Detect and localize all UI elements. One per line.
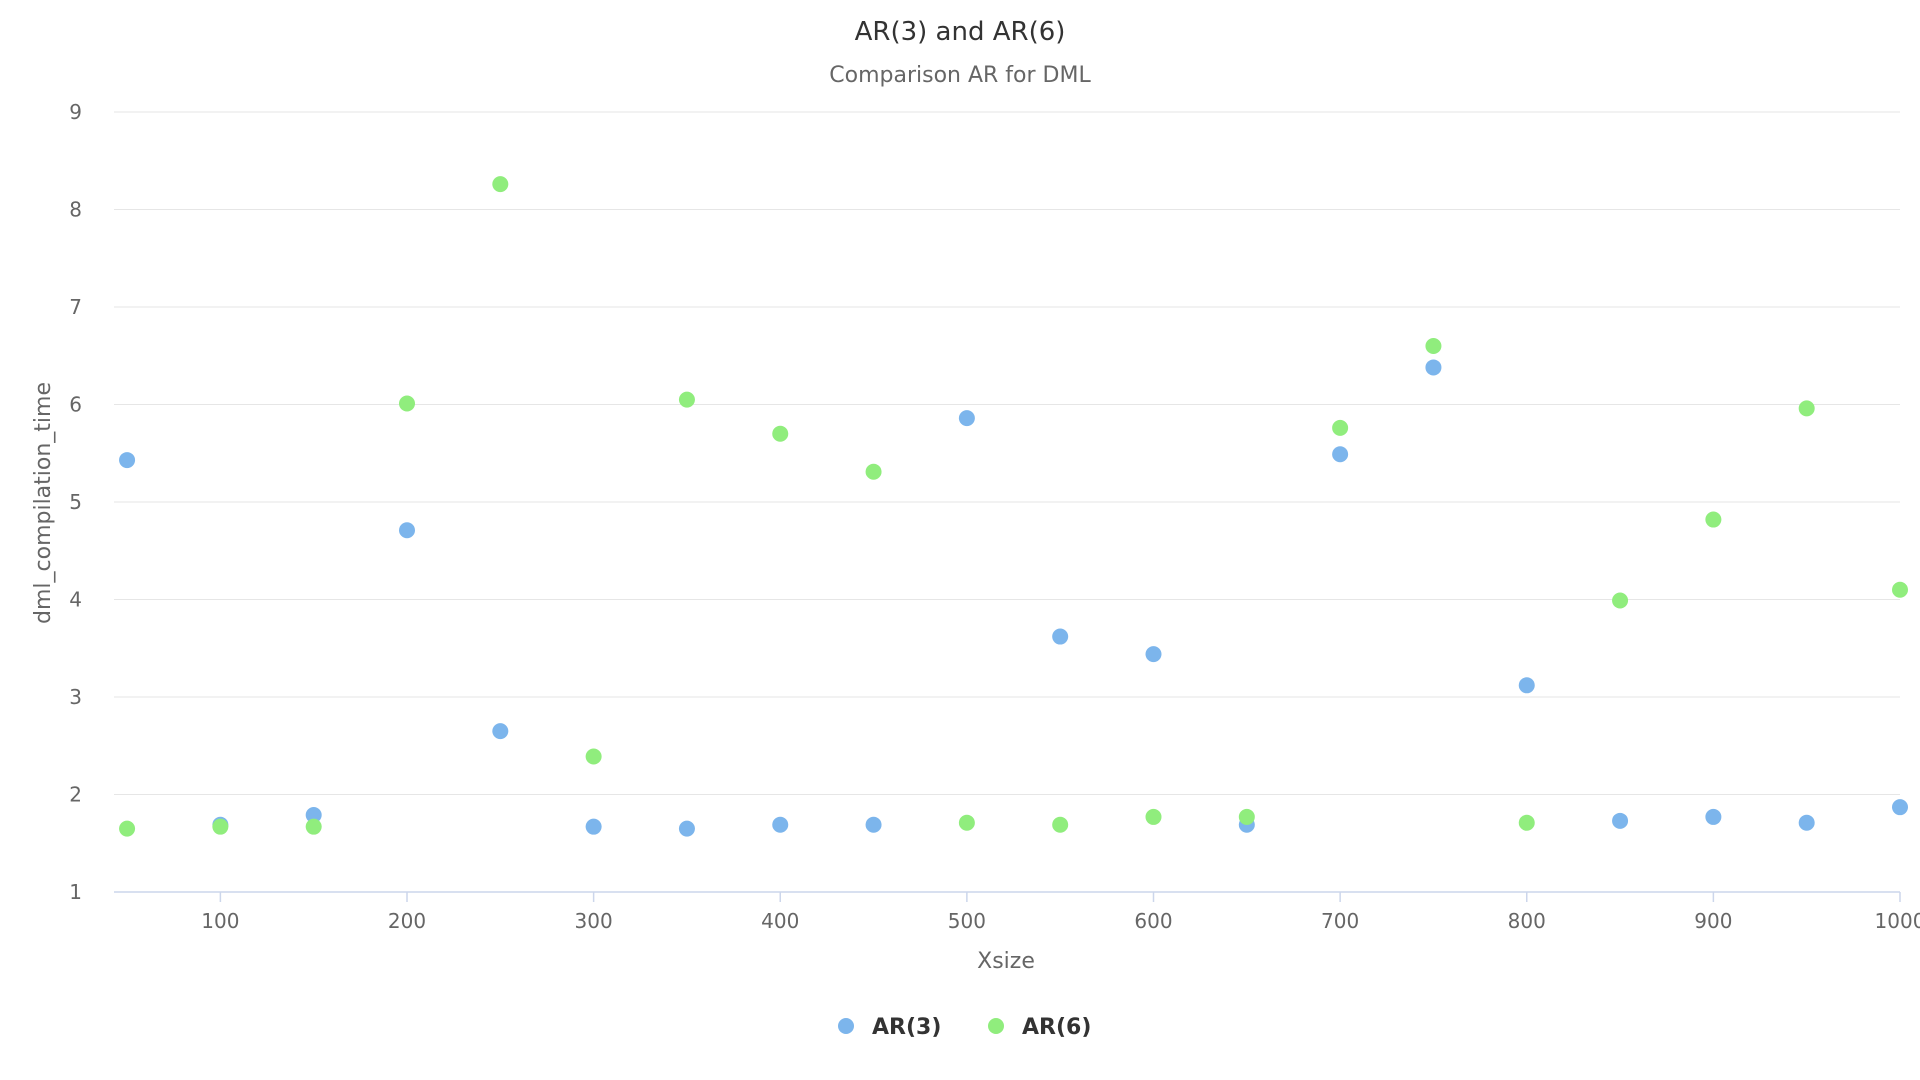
x-axis-label: Xsize <box>977 949 1035 974</box>
y-tick-label: 6 <box>69 393 82 417</box>
data-point-ar6[interactable] <box>212 818 229 835</box>
y-tick-label: 7 <box>69 295 82 319</box>
data-point-ar6[interactable] <box>1705 511 1722 528</box>
data-point-ar3[interactable] <box>1705 808 1722 825</box>
data-point-ar3[interactable] <box>1892 799 1908 816</box>
data-point-ar3[interactable] <box>1332 446 1349 463</box>
gridlines <box>114 111 1900 795</box>
data-point-ar6[interactable] <box>772 425 789 442</box>
data-points <box>119 176 1908 837</box>
y-tick-label: 5 <box>69 490 82 514</box>
x-tick-label: 800 <box>1508 909 1546 933</box>
data-point-ar3[interactable] <box>1798 814 1815 831</box>
data-point-ar6[interactable] <box>958 814 975 831</box>
data-point-ar3[interactable] <box>1612 812 1629 829</box>
y-tick-label: 9 <box>69 100 82 124</box>
x-tick-label: 200 <box>388 909 426 933</box>
data-point-ar3[interactable] <box>305 806 322 823</box>
data-point-ar3[interactable] <box>1518 677 1535 694</box>
y-tick-label: 4 <box>69 588 82 612</box>
legend-item-ar3[interactable]: AR(3) <box>838 1015 941 1040</box>
legend: AR(3) AR(6) <box>838 1015 1091 1040</box>
y-tick-label: 8 <box>69 198 82 222</box>
data-point-ar6[interactable] <box>585 748 602 765</box>
x-tick-label: 100 <box>201 909 239 933</box>
x-tick-label: 900 <box>1694 909 1732 933</box>
legend-label-ar3: AR(3) <box>872 1015 941 1040</box>
data-point-ar6[interactable] <box>865 463 882 480</box>
legend-label-ar6: AR(6) <box>1022 1015 1091 1040</box>
chart-subtitle: Comparison AR for DML <box>829 63 1091 88</box>
data-point-ar6[interactable] <box>1798 400 1815 417</box>
data-point-ar3[interactable] <box>585 818 602 835</box>
y-axis-ticks: 1 2 3 4 5 6 7 8 9 <box>69 100 82 904</box>
y-tick-label: 3 <box>69 685 82 709</box>
data-point-ar3[interactable] <box>399 522 416 539</box>
data-point-ar6[interactable] <box>1238 808 1255 825</box>
data-point-ar6[interactable] <box>1425 338 1442 354</box>
data-point-ar6[interactable] <box>678 391 695 408</box>
data-point-ar6[interactable] <box>1145 808 1162 825</box>
x-tick-label: 300 <box>575 909 613 933</box>
data-point-ar6[interactable] <box>1518 814 1535 831</box>
x-tick-label: 600 <box>1134 909 1172 933</box>
data-point-ar3[interactable] <box>1425 359 1442 376</box>
data-point-ar3[interactable] <box>865 816 882 833</box>
data-point-ar3[interactable] <box>1145 646 1162 663</box>
data-point-ar6[interactable] <box>1052 816 1069 833</box>
data-point-ar6[interactable] <box>305 818 322 835</box>
data-point-ar6[interactable] <box>399 395 416 412</box>
x-axis-ticks: 100 200 300 400 500 600 700 800 900 1000 <box>201 892 1920 933</box>
legend-marker-ar3 <box>838 1018 854 1034</box>
data-point-ar3[interactable] <box>958 410 975 427</box>
y-axis-label: dml_compilation_time <box>31 382 56 624</box>
data-point-ar6[interactable] <box>1612 592 1629 609</box>
y-tick-label: 2 <box>69 783 82 807</box>
data-point-ar3[interactable] <box>772 816 789 833</box>
data-point-ar6[interactable] <box>1892 581 1908 598</box>
data-point-ar6[interactable] <box>492 176 509 193</box>
legend-marker-ar6 <box>988 1018 1004 1034</box>
x-tick-label: 1000 <box>1875 909 1920 933</box>
data-point-ar3[interactable] <box>1052 628 1069 645</box>
data-point-ar3[interactable] <box>492 723 509 740</box>
legend-item-ar6[interactable]: AR(6) <box>988 1015 1091 1040</box>
data-point-ar3[interactable] <box>678 820 695 837</box>
x-tick-label: 500 <box>948 909 986 933</box>
data-point-ar3[interactable] <box>119 452 136 469</box>
y-tick-label: 1 <box>69 880 82 904</box>
x-tick-label: 400 <box>761 909 799 933</box>
chart-title: AR(3) and AR(6) <box>855 17 1066 47</box>
data-point-ar6[interactable] <box>1332 419 1349 436</box>
data-point-ar6[interactable] <box>119 820 136 837</box>
x-tick-label: 700 <box>1321 909 1359 933</box>
